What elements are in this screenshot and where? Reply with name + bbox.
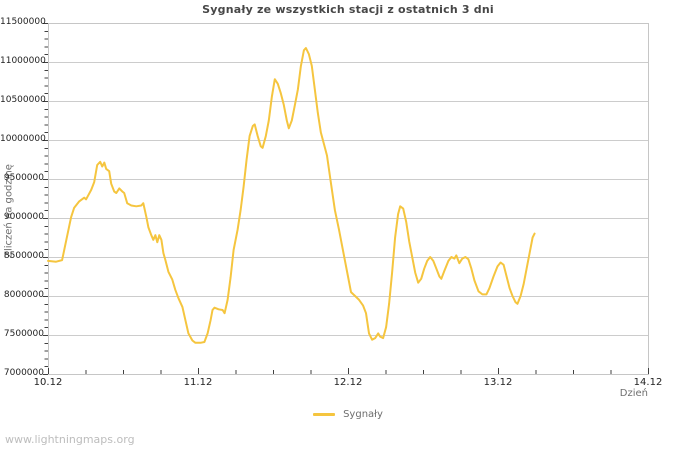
y-tick-label: 8500000 — [3, 251, 44, 261]
series-line-sygnały — [47, 47, 536, 344]
x-tick-label: 13.12 — [483, 377, 513, 388]
x-tick-label: 14.12 — [633, 377, 663, 388]
chart-title: Sygnały ze wszystkich stacji z ostatnich… — [202, 3, 494, 16]
y-tick-label: 11000000 — [0, 56, 46, 66]
y-tick-label: 7000000 — [3, 368, 44, 378]
y-tick-label: 10000000 — [0, 134, 46, 144]
plot-border — [48, 23, 649, 375]
legend: Sygnały — [48, 409, 648, 420]
legend-line-swatch — [313, 413, 336, 416]
x-tick-label: 11.12 — [183, 377, 213, 388]
y-tick-label: 9000000 — [3, 212, 44, 222]
x-axis-title: Dzień — [619, 388, 648, 399]
watermark: www.lightningmaps.org — [5, 433, 135, 446]
x-tick-label: 12.12 — [333, 377, 363, 388]
y-tick-label: 10500000 — [0, 95, 46, 105]
y-tick-label: 8000000 — [3, 290, 44, 300]
y-tick-label: 9500000 — [3, 173, 44, 183]
legend-series-label: Sygnały — [343, 409, 383, 420]
y-tick-label: 7500000 — [3, 329, 44, 339]
x-tick-label: 10.12 — [33, 377, 63, 388]
y-tick-label: 11500000 — [0, 17, 46, 27]
